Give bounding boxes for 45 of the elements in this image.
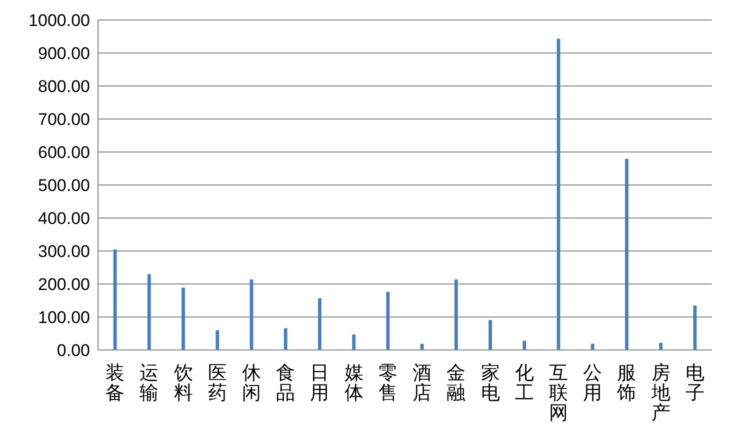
x-tick-label: 媒体 [344,362,364,404]
bar [454,279,458,350]
x-tick-label: 公用 [583,362,602,404]
bar [113,249,117,350]
y-tick-label: 500.00 [38,176,90,196]
bar [488,320,492,350]
y-tick-label: 1000.00 [28,11,90,30]
y-tick-label: 400.00 [38,209,90,228]
y-tick-label: 100.00 [38,308,90,328]
bar [420,344,424,350]
bar [147,274,151,350]
x-tick-label: 装备 [106,362,125,404]
y-tick-label: 0.00 [56,341,90,360]
bar [182,288,185,350]
bar [625,158,628,350]
bar [590,344,594,350]
y-tick-label: 900.00 [38,44,90,64]
x-tick-label: 互联网 [549,362,568,424]
y-tick-label: 700.00 [38,110,90,130]
bar [352,334,356,350]
y-tick-label: 300.00 [38,242,90,262]
x-tick-label: 医药 [208,362,227,404]
bar [693,305,697,350]
y-tick-label: 800.00 [38,77,90,96]
bar [284,328,288,350]
x-tick-label: 酒店 [412,362,432,404]
bar [659,342,663,350]
x-tick-label: 家电 [480,362,500,404]
y-tick-label: 600.00 [38,143,90,162]
x-tick-label: 房地产 [650,362,670,424]
x-tick-label: 化工 [514,362,534,404]
bar [522,340,526,350]
bar [318,298,322,350]
x-tick-label: 服饰 [616,362,636,404]
x-tick-label: 金融 [446,362,466,404]
x-tick-label: 饮料 [172,362,193,404]
x-tick-label: 运输 [140,362,159,404]
bar [386,292,390,350]
x-tick-label: 休闲 [242,362,261,404]
y-tick-label: 200.00 [38,275,90,294]
x-tick-label: 日用 [310,362,330,404]
x-tick-label: 食品 [276,362,296,404]
bar [216,330,220,350]
x-tick-label: 零售 [378,362,398,404]
x-tick-label: 电子 [685,362,704,404]
